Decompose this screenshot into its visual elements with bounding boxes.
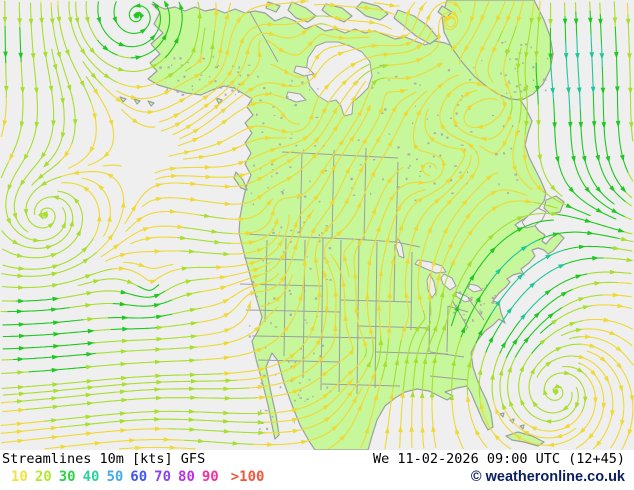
legend-value-80: 80 [178, 469, 195, 485]
legend-value-60: 60 [130, 469, 148, 485]
legend-value-90: 90 [201, 469, 219, 485]
legend-value-50: 50 [106, 469, 124, 485]
valid-time: We 11-02-2026 09:00 UTC (12+45) [373, 451, 625, 467]
streamline-map [0, 0, 634, 450]
footer-bar: Streamlines 10m [kts] GFS 10 20 30 40 50 60 70… [0, 450, 634, 490]
legend-value-30: 30 [58, 469, 76, 485]
legend-value-20: 20 [34, 469, 52, 485]
legend-value-10: 10 [11, 469, 28, 485]
legend-value-70: 70 [154, 469, 172, 485]
map-canvas [0, 0, 634, 450]
legend-value-40: 40 [82, 469, 100, 485]
legend: Streamlines 10m [kts] GFS 10 20 30 40 50 60 70… [2, 451, 264, 486]
footer-info: We 11-02-2026 09:00 UTC (12+45) © weathe… [373, 451, 625, 487]
legend-title: Streamlines 10m [kts] GFS [2, 451, 206, 467]
legend-speed-scale: 10 20 30 40 50 60 70 80 90 >100 [11, 468, 264, 486]
legend-value-gt100: >100 [230, 469, 265, 485]
copyright: © weatheronline.co.uk [470, 469, 625, 485]
